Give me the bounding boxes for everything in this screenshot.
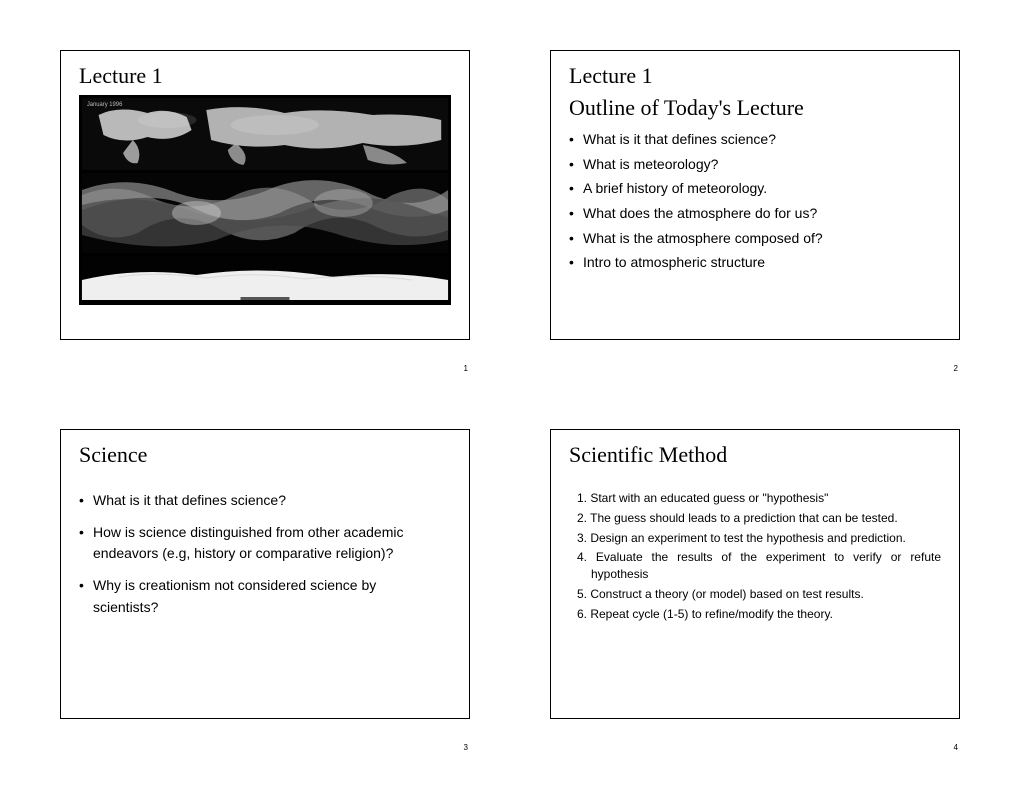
list-item: 5. Construct a theory (or model) based o… (577, 586, 941, 603)
slide-1: Lecture 1 January 1996 (60, 50, 470, 359)
slide-box: Science What is it that defines science?… (60, 429, 470, 719)
slide-title: Lecture 1 (569, 63, 941, 89)
list-item: A brief history of meteorology. (569, 178, 941, 200)
list-item: 3. Design an experiment to test the hypo… (577, 530, 941, 547)
slide-box: Scientific Method 1. Start with an educa… (550, 429, 960, 719)
page-number: 2 (954, 364, 958, 373)
list-item: What is the atmosphere composed of? (569, 228, 941, 250)
page-number: 3 (464, 743, 468, 752)
list-item: 6. Repeat cycle (1-5) to refine/modify t… (577, 606, 941, 623)
list-item: Why is creationism not considered scienc… (79, 575, 411, 618)
slide-2: Lecture 1 Outline of Today's Lecture Wha… (550, 50, 960, 359)
slide-title: Lecture 1 (79, 63, 451, 89)
slide-subtitle: Outline of Today's Lecture (569, 95, 941, 121)
list-item: What is it that defines science? (569, 129, 941, 151)
list-item: 1. Start with an educated guess or "hypo… (577, 490, 941, 507)
list-item: What is it that defines science? (79, 490, 411, 512)
bullet-list: What is it that defines science? How is … (79, 490, 451, 618)
slide-title: Scientific Method (569, 442, 941, 468)
list-item: Intro to atmospheric structure (569, 252, 941, 274)
slide-box: Lecture 1 Outline of Today's Lecture Wha… (550, 50, 960, 340)
list-item: 2. The guess should leads to a predictio… (577, 510, 941, 527)
image-date-label: January 1996 (87, 102, 123, 108)
page-number: 4 (954, 743, 958, 752)
numbered-list: 1. Start with an educated guess or "hypo… (569, 490, 941, 623)
world-satellite-image: January 1996 (79, 95, 451, 305)
slide-box: Lecture 1 January 1996 (60, 50, 470, 340)
slide-4: Scientific Method 1. Start with an educa… (550, 429, 960, 738)
list-item: What is meteorology? (569, 154, 941, 176)
list-item: How is science distinguished from other … (79, 522, 411, 565)
slide-title: Science (79, 442, 451, 468)
slide-3: Science What is it that defines science?… (60, 429, 470, 738)
bullet-list: What is it that defines science? What is… (569, 129, 941, 274)
page-number: 1 (464, 364, 468, 373)
list-item: 4. Evaluate the results of the experimen… (577, 549, 941, 583)
list-item: What does the atmosphere do for us? (569, 203, 941, 225)
